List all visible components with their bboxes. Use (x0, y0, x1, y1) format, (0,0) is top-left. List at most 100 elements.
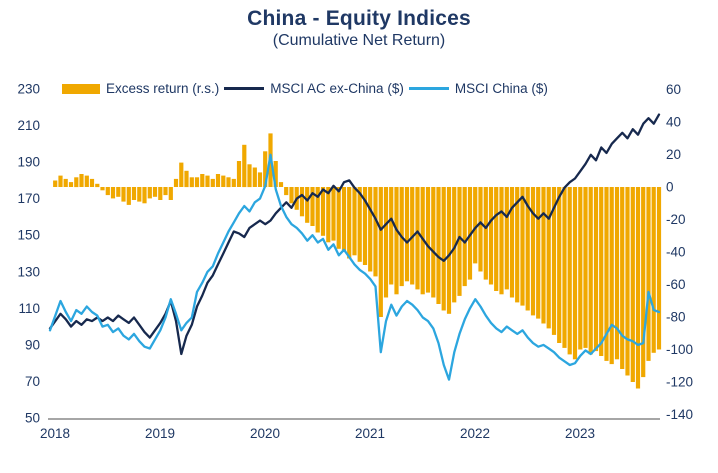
excess-return-bar (646, 187, 651, 361)
right-axis-tick: -120 (666, 375, 693, 390)
legend-item-msci-china: MSCI China ($) (408, 81, 548, 96)
excess-return-bar (74, 177, 79, 188)
excess-return-bar (620, 187, 625, 369)
excess-return-bar (357, 187, 362, 262)
excess-return-bar (210, 178, 215, 187)
excess-return-bar (415, 187, 420, 290)
right-axis-tick: -140 (666, 407, 693, 422)
excess-return-bar (163, 187, 168, 196)
excess-return-bar (446, 187, 452, 314)
right-axis-tick: -40 (666, 245, 686, 260)
excess-return-bar (431, 187, 436, 298)
excess-return-bar (320, 187, 326, 236)
chart-subtitle: (Cumulative Net Return) (272, 32, 446, 49)
excess-return-bar (373, 187, 378, 277)
excess-return-bar (299, 187, 305, 217)
excess-return-bar (562, 187, 567, 348)
left-axis-tick: 170 (17, 191, 40, 206)
excess-return-bar (462, 187, 467, 287)
excess-return-bar (68, 182, 74, 187)
excess-return-bar (131, 187, 137, 200)
excess-return-bar (58, 175, 63, 187)
legend-item-msci-ac-ex-china: MSCI AC ex-China ($) (224, 81, 404, 96)
excess-return-bar (247, 164, 252, 188)
excess-return-bar (200, 174, 205, 187)
excess-return-bar (588, 187, 593, 355)
excess-return-bar (194, 177, 200, 188)
right-axis-tick: 60 (666, 82, 681, 97)
excess-return-bar (572, 187, 578, 360)
left-axis-tick: 50 (25, 411, 40, 426)
left-axis-tick: 230 (17, 81, 40, 96)
legend-label-msci-ac-ex-china: MSCI AC ex-China ($) (270, 81, 404, 96)
excess-return-bar (509, 187, 515, 298)
excess-return-bar (478, 187, 483, 272)
excess-return-bar (515, 187, 520, 303)
excess-return-bar (457, 187, 462, 296)
excess-return-bar (630, 187, 635, 382)
excess-return-bar (121, 187, 126, 202)
excess-return-bar (504, 187, 509, 290)
excess-return-bar (215, 174, 221, 187)
excess-return-bar (236, 161, 242, 187)
excess-return-bar (341, 187, 347, 252)
excess-return-bar (483, 187, 488, 280)
left-axis-tick: 210 (17, 118, 40, 133)
excess-return-bar (252, 167, 257, 187)
excess-return-bar (347, 187, 352, 259)
excess-return-bar (583, 187, 588, 348)
excess-return-bar (499, 187, 504, 295)
excess-return-bar (147, 187, 152, 199)
excess-return-bar (315, 187, 320, 233)
left-axis-tick: 190 (17, 155, 40, 170)
excess-return-bar (189, 177, 194, 188)
excess-return-bar (494, 187, 499, 291)
excess-return-bar (53, 180, 58, 187)
excess-return-bar (441, 187, 446, 311)
left-axis-tick: 110 (18, 301, 40, 316)
excess-return-bar (625, 187, 630, 376)
legend-item-excess-return: Excess return (r.s.) (62, 81, 219, 96)
excess-return-bar (520, 187, 525, 306)
right-axis-tick: 40 (666, 115, 681, 130)
excess-return-bar (656, 187, 662, 350)
excess-return-bar (231, 178, 236, 187)
excess-return-bar (137, 187, 142, 202)
excess-return-bar (305, 187, 310, 223)
legend-label-msci-china: MSCI China ($) (454, 81, 548, 96)
right-axis-tick: -100 (666, 342, 693, 357)
excess-return-bar (473, 187, 478, 264)
excess-return-bar (326, 187, 331, 243)
excess-return-bar (641, 187, 646, 378)
right-axis-tick: -20 (666, 212, 686, 227)
excess-return-bar (95, 183, 100, 188)
excess-return-bar (599, 187, 604, 356)
chart-legend: Excess return (r.s.) MSCI AC ex-China ($… (62, 81, 548, 96)
left-axis-tick: 70 (25, 374, 40, 389)
x-axis-tick: 2018 (40, 426, 70, 441)
excess-return-bar (152, 187, 158, 197)
excess-return-bar (368, 187, 373, 272)
excess-return-bar (226, 177, 231, 188)
excess-return-bar (378, 187, 383, 317)
excess-return-bar (278, 182, 284, 187)
excess-return-bar (425, 187, 431, 293)
right-axis-tick: -80 (666, 310, 686, 325)
legend-label-excess-return: Excess return (r.s.) (106, 81, 220, 96)
left-axis-tick: 90 (25, 337, 40, 352)
left-axis-tick: 150 (17, 228, 40, 243)
excess-return-bar (614, 187, 620, 360)
excess-return-bar (168, 187, 173, 200)
excess-return-bar (546, 187, 551, 329)
chart-title: China - Equity Indices (247, 7, 471, 30)
excess-return-bar (404, 187, 410, 282)
excess-return-bar (89, 178, 95, 187)
excess-return-swatch-icon (62, 83, 100, 94)
x-axis-tick: 2021 (355, 426, 385, 441)
excess-return-bar (289, 187, 294, 204)
excess-return-bar (331, 187, 336, 241)
excess-return-bar (142, 187, 147, 204)
excess-return-bar (452, 187, 457, 303)
right-axis-tick: 0 (666, 180, 674, 195)
excess-return-bar (536, 187, 541, 319)
